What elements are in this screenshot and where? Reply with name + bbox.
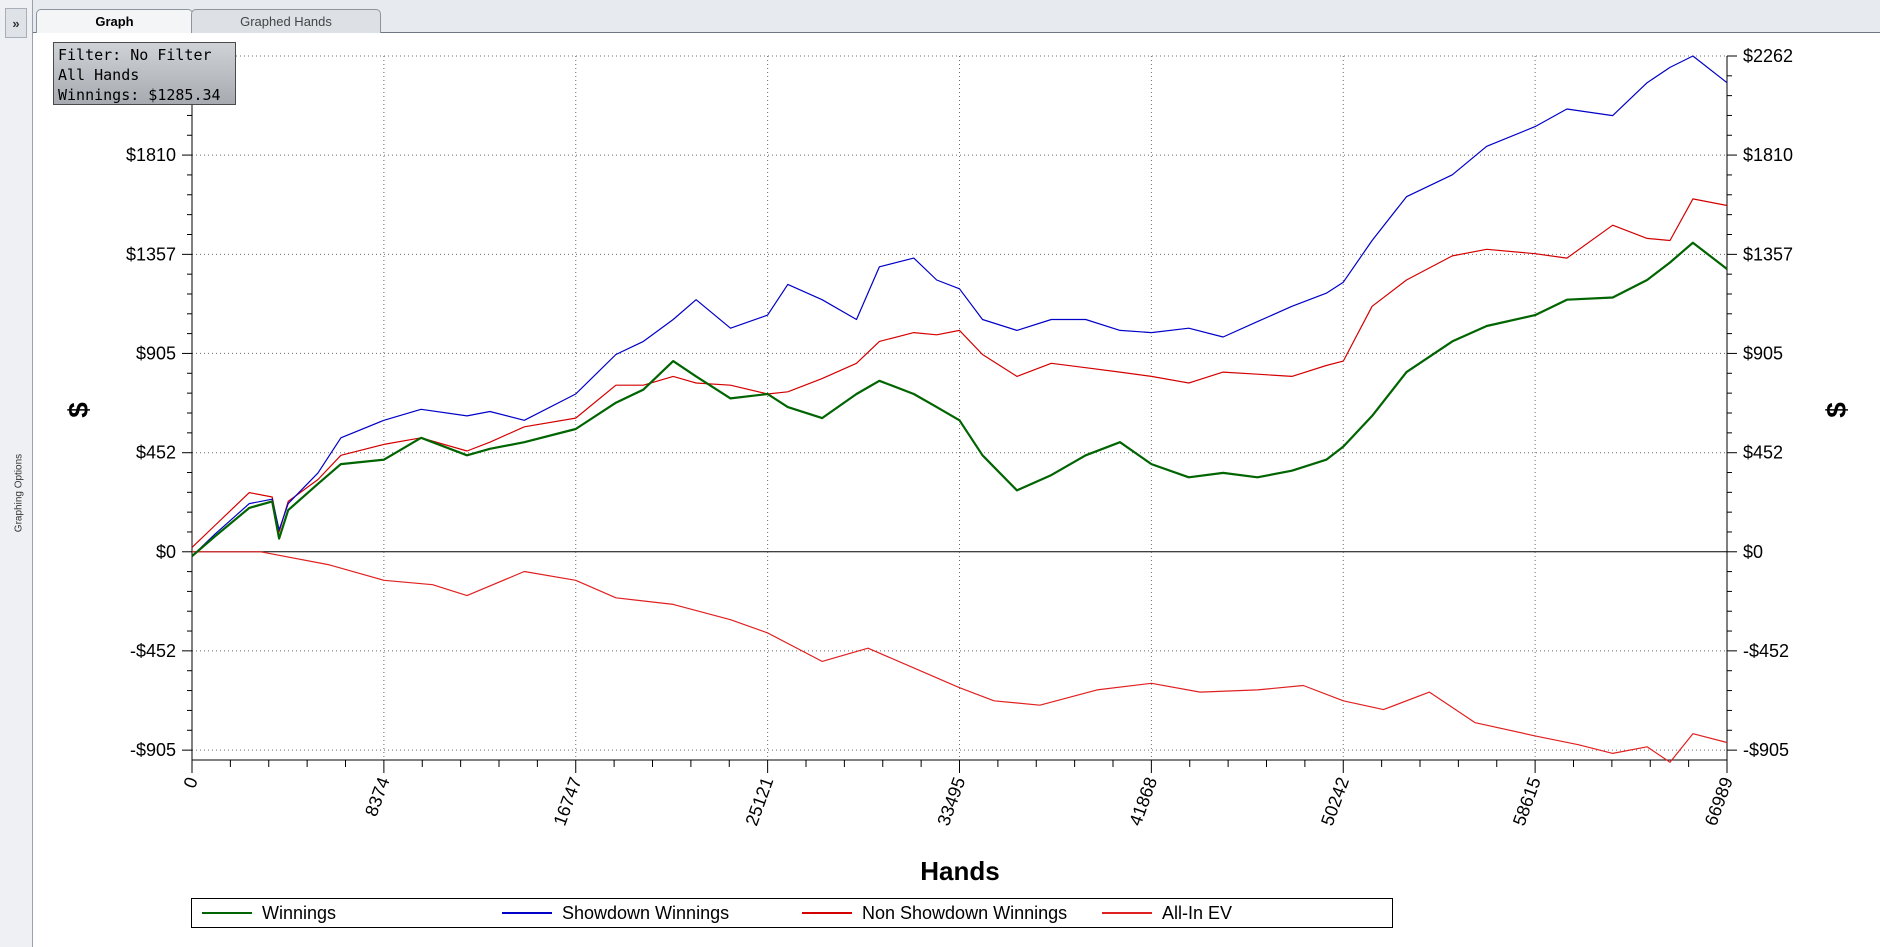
- y-tick-label-left: -$452: [130, 641, 176, 661]
- legend-label: Showdown Winnings: [562, 902, 730, 923]
- x-tick-label: 16747: [550, 775, 586, 829]
- series-lines: [191, 55, 1728, 763]
- legend-item-winnings: Winnings: [202, 899, 336, 927]
- x-tick-label: 33495: [933, 775, 969, 829]
- y-tick-label-left: $905: [136, 343, 176, 363]
- x-tick-label: 0: [180, 775, 202, 791]
- y-tick-label-left: $452: [136, 443, 176, 463]
- x-axis-label: Hands: [920, 856, 999, 886]
- series-line-showdown-winnings: [191, 55, 1728, 557]
- legend-swatch: [802, 912, 852, 914]
- y-tick-label-left: -$905: [130, 740, 176, 760]
- tab-bar: Graph Graphed Hands: [33, 0, 1880, 33]
- legend-label: Winnings: [262, 902, 337, 923]
- y-axis-label-right: $: [1821, 402, 1852, 418]
- y-tick-label-right: -$452: [1743, 641, 1789, 661]
- y-tick-label-right: $452: [1743, 443, 1783, 463]
- filter-label: Filter: No Filter: [58, 46, 212, 64]
- x-tick-label: 50242: [1317, 775, 1353, 829]
- axes: -$905 -$905 -$452 -$452 $0 $0 $452 $452 $905 $905…: [126, 46, 1793, 828]
- x-tick-label: 58615: [1509, 775, 1545, 829]
- legend-label: All-In EV: [1162, 902, 1233, 923]
- x-tick-label: 66989: [1701, 775, 1737, 829]
- y-tick-label-right: $1810: [1743, 145, 1793, 165]
- grid-lines: [192, 55, 1727, 760]
- legend-item-showdown-winnings: Showdown Winnings: [502, 899, 729, 927]
- x-tick-label: 41868: [1125, 775, 1161, 829]
- winnings-total-label: Winnings: $1285.34: [58, 86, 221, 104]
- series-line-winnings: [191, 241, 1728, 558]
- y-axis-label-left: $: [63, 402, 94, 418]
- x-tick-label: 25121: [741, 775, 777, 829]
- y-tick-label-right: $1357: [1743, 244, 1793, 264]
- legend-swatch: [502, 912, 552, 914]
- y-tick-label-right: $2262: [1743, 46, 1793, 66]
- y-tick-label-right: $0: [1743, 542, 1763, 562]
- legend-swatch: [1102, 912, 1152, 914]
- series-line-non-showdown-winnings: [191, 198, 1728, 548]
- legend-item-non-showdown-winnings: Non Showdown Winnings: [802, 899, 1067, 927]
- y-tick-label-left: $0: [156, 542, 176, 562]
- x-tick-label: 8374: [361, 775, 393, 819]
- y-tick-label-right: $905: [1743, 343, 1783, 363]
- tab-graphed-hands[interactable]: Graphed Hands: [191, 9, 381, 33]
- y-tick-label-right: -$905: [1743, 740, 1789, 760]
- tab-graph[interactable]: Graph: [36, 9, 193, 33]
- y-tick-label-left: $1810: [126, 145, 176, 165]
- legend-swatch: [202, 912, 252, 914]
- y-tick-label-left: $1357: [126, 244, 176, 264]
- chart-legend: Winnings Showdown Winnings Non Showdown …: [191, 898, 1393, 928]
- hands-scope-label: All Hands: [58, 66, 140, 84]
- filter-info-box: Filter: No Filter All Hands Winnings: $1…: [53, 42, 236, 105]
- graph-options-label: Graphing Options: [13, 453, 25, 533]
- legend-item-allin-ev: All-In EV: [1102, 899, 1232, 927]
- series-line-all-in-ev: [192, 551, 1728, 763]
- winnings-graph: -$905 -$905 -$452 -$452 $0 $0 $452 $452 $905 $905…: [63, 46, 1852, 886]
- legend-label: Non Showdown Winnings: [862, 902, 1068, 923]
- expand-panel-button[interactable]: »: [5, 8, 27, 38]
- graph-options-panel[interactable]: » Graphing Options: [0, 0, 33, 947]
